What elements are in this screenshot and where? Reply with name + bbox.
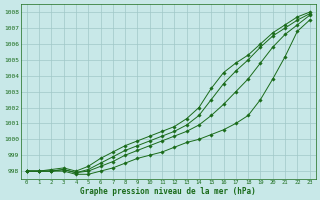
X-axis label: Graphe pression niveau de la mer (hPa): Graphe pression niveau de la mer (hPa) — [80, 187, 256, 196]
